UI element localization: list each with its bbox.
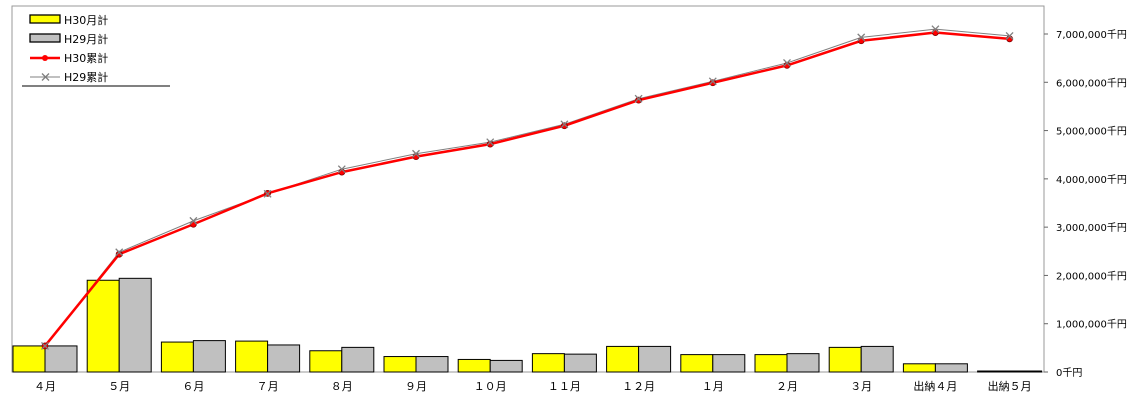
bar-h29-3 — [192, 340, 226, 373]
x-tick-label: ４月 — [34, 380, 56, 393]
bar-h30-10 — [680, 354, 714, 373]
bar-h29-8 — [563, 353, 597, 373]
y-tick-label: 2,000,000千円 — [1056, 270, 1127, 282]
point-h30-10 — [709, 79, 717, 87]
bar-h29-5 — [341, 346, 375, 373]
point-h29-13 — [931, 25, 940, 34]
legend-label: H30月計 — [64, 13, 108, 27]
x-tick-label: 出納５月 — [988, 379, 1032, 393]
legend: H30月計 H29月計 H30累計 H29累計 — [22, 13, 170, 87]
x-tick-label: 出納４月 — [913, 379, 957, 393]
bar-h29-13 — [934, 363, 968, 373]
point-h30-8 — [561, 122, 568, 130]
y-tick-label: 5,000,000千円 — [1056, 126, 1127, 138]
bar-h29-11 — [786, 353, 820, 373]
bar-h30-3 — [160, 341, 194, 373]
point-h29-2 — [115, 248, 124, 257]
point-h29-8 — [560, 120, 569, 129]
bar-h29-14 — [1009, 370, 1043, 373]
y-tick-label: 6,000,000千円 — [1056, 77, 1127, 89]
legend-label: H29累計 — [64, 70, 108, 84]
x-tick-label: ２月 — [776, 380, 798, 393]
axis-layer: ４月 ５月 ６月 ７月 ８月 ９月 １０月 １１月 １２月 １月 ２月 ３月 出納４月 出納５月 0千円 1,… — [34, 29, 1127, 393]
x-tick-label: ７月 — [257, 380, 279, 393]
x-tick-label: ３月 — [850, 380, 872, 393]
legend-label: H30累計 — [64, 51, 108, 65]
point-h29-12 — [857, 33, 866, 42]
lines-layer — [41, 25, 1014, 350]
line-h29-cumulative — [44, 28, 1010, 347]
bar-h29-6 — [415, 356, 449, 373]
y-tick-label: 0千円 — [1056, 367, 1082, 379]
bar-h30-9 — [606, 345, 640, 373]
bar-h30-8 — [531, 353, 565, 373]
bar-h29-4 — [267, 344, 301, 373]
bar-h30-13 — [902, 363, 936, 373]
bar-h30-12 — [828, 346, 862, 373]
legend-label: H29月計 — [64, 32, 108, 46]
point-h29-4 — [263, 189, 272, 198]
bar-h30-14 — [977, 370, 1011, 373]
point-h29-7 — [486, 138, 495, 147]
x-tick-label: １１月 — [548, 380, 581, 393]
legend-item: H29累計 — [30, 70, 108, 84]
x-tick-label: １２月 — [622, 380, 655, 393]
bar-h29-9 — [638, 345, 672, 373]
bars-layer — [12, 277, 1043, 373]
x-tick-label: １０月 — [474, 380, 507, 393]
bar-h30-1 — [12, 345, 46, 373]
point-h30-2 — [115, 250, 123, 258]
bar-h29-12 — [860, 345, 894, 373]
y-tick-label: 1,000,000千円 — [1056, 319, 1127, 331]
bar-h29-7 — [489, 359, 523, 373]
plot-area — [11, 5, 1045, 373]
point-h29-11 — [783, 59, 791, 67]
point-h30-9 — [635, 96, 642, 104]
point-h29-9 — [634, 94, 643, 103]
legend-item: H30累計 — [30, 51, 108, 65]
bar-h30-5 — [309, 350, 343, 373]
point-h29-10 — [708, 77, 717, 86]
point-h29-1 — [41, 341, 49, 350]
x-tick-label: ５月 — [108, 380, 130, 393]
x-tick-label: １月 — [702, 380, 724, 393]
point-h29-14 — [1005, 31, 1014, 40]
x-tick-label: ９月 — [405, 380, 427, 393]
y-tick-label: 3,000,000千円 — [1056, 222, 1127, 234]
x-tick-label: ６月 — [182, 380, 204, 393]
bar-h30-2 — [86, 279, 120, 373]
bar-h30-11 — [754, 354, 788, 373]
legend-item: H29月計 — [29, 32, 108, 46]
line-h30-cumulative — [44, 31, 1010, 347]
legend-item: H30月計 — [29, 13, 108, 27]
point-h29-5 — [337, 165, 346, 174]
bar-h29-10 — [712, 354, 746, 373]
point-h29-3 — [189, 216, 198, 225]
bar-h30-7 — [457, 358, 491, 373]
bar-h30-6 — [383, 356, 417, 373]
bar-h29-1 — [44, 345, 78, 373]
point-h29-6 — [412, 149, 420, 158]
y-tick-label: 4,000,000千円 — [1056, 174, 1127, 186]
point-h30-7 — [486, 140, 494, 148]
bar-h30-4 — [235, 340, 269, 373]
y-tick-label: 7,000,000千円 — [1056, 29, 1127, 41]
x-tick-label: ８月 — [331, 380, 353, 393]
bar-h29-2 — [118, 277, 152, 373]
